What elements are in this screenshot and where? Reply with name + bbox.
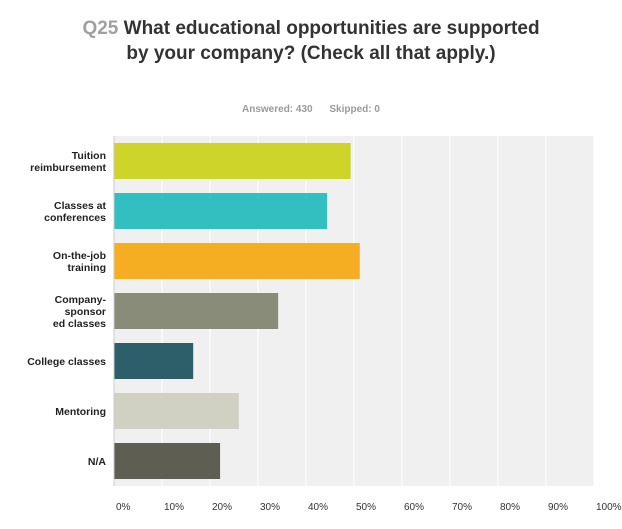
x-tick-label: 0% [116, 502, 131, 513]
chart-title: Q25 What educational opportunities are s… [80, 16, 542, 66]
category-label: N/A [88, 456, 107, 468]
bar [114, 343, 194, 379]
x-tick-label: 80% [500, 502, 520, 513]
x-tick-label: 30% [260, 502, 280, 513]
bar [114, 293, 279, 329]
x-tick-label: 50% [356, 502, 376, 513]
bar [114, 243, 360, 279]
category-label: ed classes [53, 318, 106, 330]
bar [114, 443, 221, 479]
category-label: Classes at [54, 200, 106, 212]
x-tick-label: 60% [404, 502, 424, 513]
x-tick-label: 40% [308, 502, 328, 513]
question-text: What educational opportunities are suppo… [123, 18, 540, 64]
category-label: On-the-job [53, 250, 106, 262]
bar [114, 143, 351, 179]
category-label: sponsor [65, 306, 106, 318]
category-label: conferences [44, 212, 106, 224]
category-label: College classes [27, 356, 106, 368]
category-label: training [68, 262, 107, 274]
category-label: Company- [55, 294, 107, 306]
response-stats: Answered: 430 Skipped: 0 [0, 104, 622, 115]
x-tick-label: 90% [548, 502, 568, 513]
question-number: Q25 [82, 18, 119, 39]
x-tick-label: 20% [212, 502, 232, 513]
category-label: reimbursement [30, 162, 106, 174]
category-label: Mentoring [55, 406, 106, 418]
bar [114, 393, 239, 429]
x-tick-label: 70% [452, 502, 472, 513]
category-label: Tuition [72, 150, 106, 162]
skipped-count: Skipped: 0 [329, 104, 380, 115]
x-tick-label: 10% [164, 502, 184, 513]
x-tick-label: 100% [596, 502, 622, 513]
answered-count: Answered: 430 [242, 104, 313, 115]
bar [114, 193, 328, 229]
